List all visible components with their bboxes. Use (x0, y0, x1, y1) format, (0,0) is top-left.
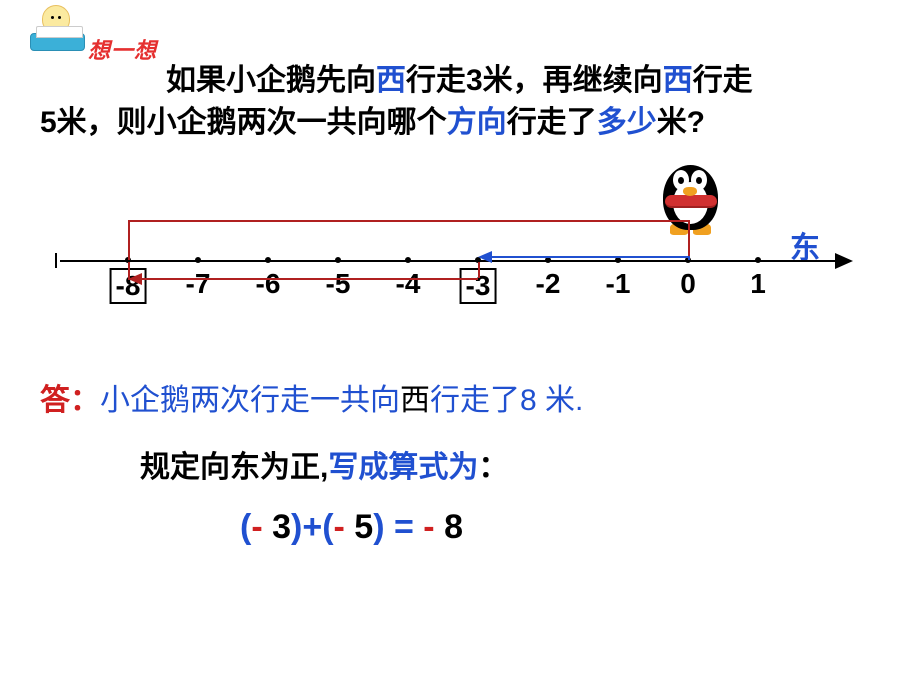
number-line-diagram: 东 -8-7-6-5-4-3-2-101 (60, 180, 860, 320)
penguin-icon (655, 160, 725, 240)
arrow-segment-vertical (478, 262, 480, 278)
ans-p1: 小企鹅两次行走一共向 (100, 384, 400, 417)
eq-v2: 5 (345, 508, 373, 546)
penguin-beak (683, 187, 697, 196)
answer-prefix: 答： (40, 384, 100, 417)
eq-plus: + (302, 508, 322, 546)
q-fangxiang: 方向 (447, 106, 507, 139)
arrow-segment (128, 220, 688, 222)
answer-line-1: 答：小企鹅两次行走一共向西行走了8 米. (40, 380, 880, 422)
arrow-segment-vertical (688, 220, 690, 260)
think-header-icon: 想一想 (30, 5, 180, 60)
arrow-segment (490, 256, 688, 258)
q-part5: 行走了 (507, 106, 597, 139)
q-part6: 米? (657, 106, 705, 139)
arrow-segment (140, 278, 478, 280)
eq-eq: = (385, 508, 424, 546)
axis-tick (335, 257, 341, 263)
axis-tick-label: -2 (536, 268, 561, 300)
axis-tick (755, 257, 761, 263)
answer-block: 答：小企鹅两次行走一共向西行走了8 米. 规定向东为正,写成算式为： (- 3)… (40, 380, 880, 552)
rule-p2: 写成算式为 (328, 451, 478, 484)
axis-tick-label: 1 (750, 268, 766, 300)
eq-v3: 8 (435, 508, 463, 546)
q-part2: 行走3米，再继续向 (406, 64, 663, 97)
eq-rp1: ) (291, 508, 302, 546)
axis-tick (265, 257, 271, 263)
q-part4: 5米，则小企鹅两次一共向哪个 (40, 106, 447, 139)
axis-tick (405, 257, 411, 263)
penguin-scarf (665, 195, 717, 208)
axis-right-arrow-icon (835, 253, 853, 269)
eq-neg3: - (423, 508, 434, 546)
book-icon (30, 33, 85, 51)
arrow-segment-vertical (128, 262, 130, 280)
answer-equation: (- 3)+(- 5) = - 8 (240, 504, 880, 552)
eq-neg2: - (334, 508, 345, 546)
arrow-head-icon (128, 273, 142, 285)
eq-lp1: ( (240, 508, 251, 546)
question-text: 如果小企鹅先向西行走3米，再继续向西行走5米，则小企鹅两次一共向哪个方向行走了多… (40, 60, 880, 144)
axis-tick-label: -1 (606, 268, 631, 300)
axis-tick-label: -4 (396, 268, 421, 300)
ans-xi: 西 (400, 384, 430, 417)
axis-tick-label: 0 (680, 268, 696, 300)
arrow-segment-vertical (688, 256, 690, 260)
axis-tick-label: -5 (326, 268, 351, 300)
q-part1: 如果小企鹅先向 (166, 64, 376, 97)
ans-p2: 行走了8 米. (430, 384, 583, 417)
rule-colon: ： (478, 451, 508, 484)
axis-left-tick (55, 253, 57, 268)
axis-tick-label: -7 (186, 268, 211, 300)
q-part3: 行走 (693, 64, 753, 97)
eq-neg1: - (251, 508, 262, 546)
q-dir1: 西 (376, 64, 406, 97)
axis-tick (195, 257, 201, 263)
eq-v1: 3 (263, 508, 291, 546)
number-line-axis (60, 260, 840, 262)
rule-p1: 规定向东为正, (140, 451, 328, 484)
axis-tick-label: -6 (256, 268, 281, 300)
arrow-head-icon (478, 251, 492, 263)
q-dir2: 西 (663, 64, 693, 97)
arrow-segment-vertical (128, 220, 130, 260)
answer-line-2: 规定向东为正,写成算式为： (140, 447, 880, 489)
eq-rp2: ) (373, 508, 384, 546)
q-duoshao: 多少 (597, 106, 657, 139)
eq-lp2: ( (322, 508, 333, 546)
